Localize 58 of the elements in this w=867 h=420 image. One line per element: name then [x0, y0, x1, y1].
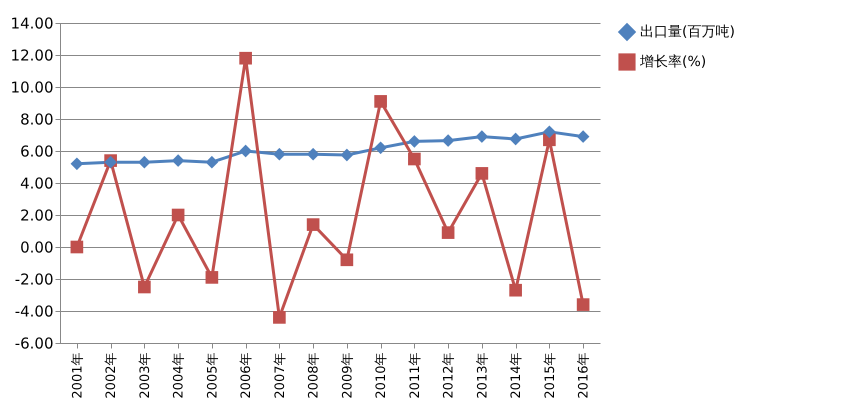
y-tick-label: 8.00	[20, 110, 54, 128]
x-tick-label: 2003年	[138, 352, 153, 399]
x-tick-label: 2002年	[104, 352, 120, 399]
x-tick-label: 2006年	[239, 352, 254, 399]
point	[442, 134, 454, 147]
x-tick-label: 2014年	[509, 352, 524, 399]
point	[408, 135, 421, 148]
point	[172, 154, 184, 167]
point	[206, 156, 218, 169]
point	[476, 130, 488, 143]
point	[239, 144, 252, 158]
point	[70, 240, 84, 254]
x-tick-label: 2007年	[272, 352, 288, 399]
y-tick-label: 6.00	[20, 142, 54, 160]
point	[543, 125, 556, 138]
y-tick-label: 2.00	[20, 206, 54, 224]
x-tick-label: 2001年	[70, 352, 86, 399]
point	[576, 298, 590, 311]
y-tick-label: -6.00	[14, 334, 54, 352]
x-tick-label: 2008年	[306, 352, 322, 399]
x-tick-label: 2009年	[340, 352, 356, 399]
point	[476, 167, 488, 180]
point	[306, 218, 320, 231]
point	[138, 156, 151, 169]
point	[172, 208, 184, 222]
y-tick-label: 14.00	[10, 14, 54, 32]
point	[138, 280, 151, 294]
x-tick-label: 2010年	[374, 352, 390, 399]
point	[239, 52, 252, 65]
x-tick-label: 2013年	[475, 352, 490, 399]
x-tick-label: 2016年	[576, 352, 592, 399]
point	[509, 284, 522, 297]
point	[509, 132, 522, 146]
point	[340, 148, 354, 162]
y-tick-label: 12.00	[10, 46, 54, 64]
point	[273, 148, 286, 161]
y-tick-label: 0.00	[20, 238, 54, 256]
x-tick-label: 2005年	[205, 352, 220, 399]
point	[442, 226, 454, 239]
point	[408, 152, 421, 166]
point	[70, 157, 84, 170]
legend-label: 出口量(百万吨)	[640, 24, 735, 40]
point	[340, 253, 354, 266]
y-tick-label: 4.00	[20, 174, 54, 192]
legend-label: 增长率(%)	[639, 54, 706, 70]
y-tick-label: 10.00	[10, 78, 54, 96]
point	[374, 141, 387, 154]
x-tick-label: 2004年	[172, 352, 187, 399]
y-tick-label: -2.00	[14, 270, 54, 288]
x-tick-label: 2015年	[542, 352, 558, 399]
x-tick-label: 2012年	[442, 352, 457, 399]
point	[576, 130, 590, 143]
x-tick-label: 2011年	[408, 352, 423, 399]
y-tick-label: -4.00	[14, 302, 54, 320]
point	[306, 148, 320, 161]
point	[273, 311, 286, 324]
point	[374, 95, 387, 108]
point	[206, 271, 218, 284]
